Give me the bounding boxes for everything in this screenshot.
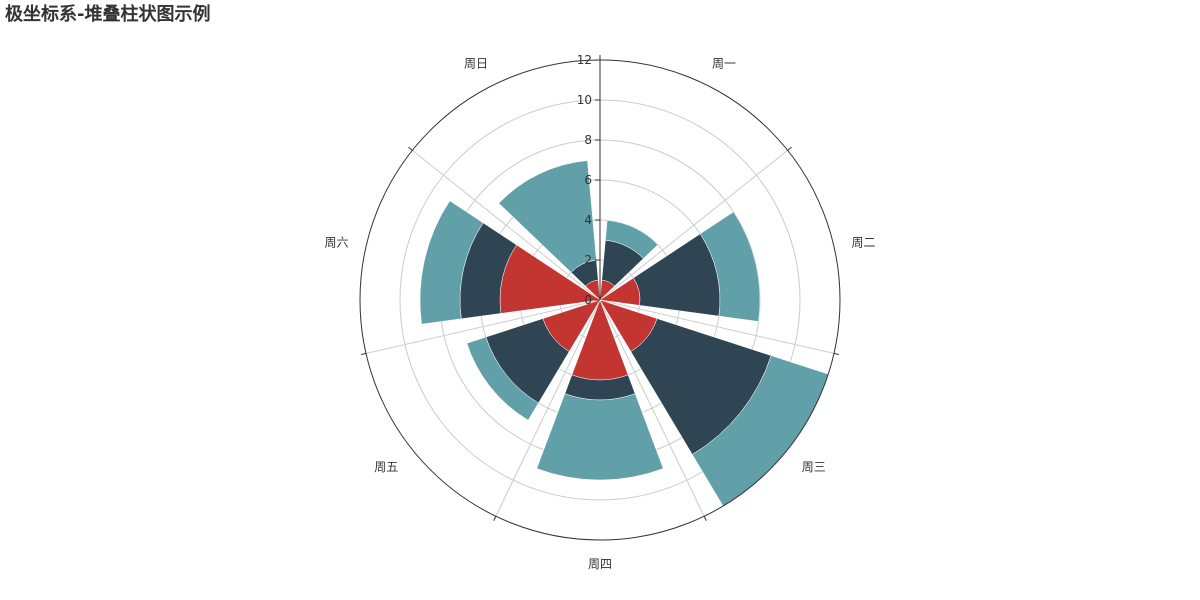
category-label-周五: 周五 xyxy=(374,460,398,474)
radius-tick-label: 4 xyxy=(584,213,592,227)
bar-周六-series-3 xyxy=(419,200,484,325)
category-label-周三: 周三 xyxy=(802,460,826,474)
grid-split-line xyxy=(412,149,601,301)
bar-周四-series-3 xyxy=(536,393,664,481)
polar-axes xyxy=(359,55,841,541)
bar-周日-series-3 xyxy=(498,160,597,273)
category-label-周四: 周四 xyxy=(588,557,612,571)
angle-axis-tick xyxy=(703,516,707,521)
grid-split-line xyxy=(495,299,601,517)
chart-title: 极坐标系-堆叠柱状图示例 xyxy=(5,4,211,25)
bar-周五-series-3 xyxy=(466,336,539,421)
radius-tick-label: 2 xyxy=(584,253,592,267)
category-label-周一: 周一 xyxy=(712,57,736,71)
radius-tick-label: 8 xyxy=(584,133,592,147)
radius-tick-label: 12 xyxy=(577,53,592,67)
category-label-周六: 周六 xyxy=(324,236,348,250)
bar-sectors xyxy=(419,160,829,507)
category-label-周日: 周日 xyxy=(464,57,488,71)
grid-split-line xyxy=(599,299,835,354)
radius-tick-label: 10 xyxy=(577,93,592,107)
grid-split-line xyxy=(599,149,788,301)
grid-split-line xyxy=(599,299,705,517)
angle-axis-tick xyxy=(361,352,367,356)
angle-axis-tick xyxy=(787,146,792,151)
angle-axis-tick xyxy=(493,516,497,521)
category-label-周二: 周二 xyxy=(852,236,876,250)
radius-tick-label: 0 xyxy=(584,293,592,307)
angle-axis-tick xyxy=(408,146,413,151)
radius-tick-label: 6 xyxy=(584,173,592,187)
angle-axis-tick xyxy=(833,352,839,356)
grid-split-line xyxy=(365,299,601,354)
bar-周二-series-3 xyxy=(699,211,761,322)
bar-周一-series-3 xyxy=(605,220,659,259)
